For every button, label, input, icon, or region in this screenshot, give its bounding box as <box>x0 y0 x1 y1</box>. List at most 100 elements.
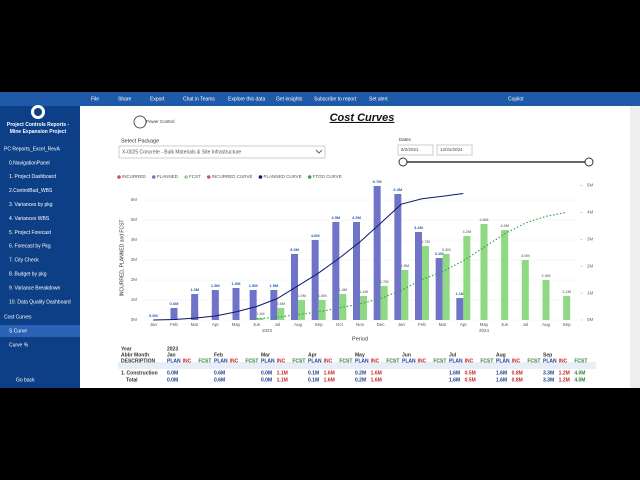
table-cell: 1.1M <box>277 370 288 376</box>
nav-item[interactable]: S Curve <box>9 328 27 334</box>
table-header: FCST <box>198 358 211 364</box>
legend-label[interactable]: PLANNED <box>157 174 179 179</box>
sidebar-section[interactable]: PC Reports_Excel_RevA <box>4 146 61 152</box>
nav-item[interactable]: Curve % <box>9 342 29 348</box>
data-label: 2.0M <box>542 273 552 278</box>
date-start-box[interactable] <box>397 144 434 156</box>
table-header: PLAN <box>402 358 416 364</box>
toolbar-item[interactable]: Get insights <box>276 96 303 102</box>
toolbar-item[interactable]: Explore this data <box>228 96 265 102</box>
go-back[interactable]: Go back <box>16 377 35 383</box>
table-header: INC <box>371 358 380 364</box>
table-header: DESCRIPTION <box>121 358 156 364</box>
legend-label[interactable]: INCURRED CURVE <box>212 174 253 179</box>
bar <box>339 294 347 320</box>
table-cell: 0.0M <box>167 370 178 376</box>
y-tick-label: 2M <box>131 277 138 282</box>
dates-label: Dates <box>399 137 412 142</box>
bar <box>170 308 178 320</box>
toolbar-item[interactable]: Share <box>118 96 132 102</box>
toolbar-item[interactable]: Export <box>150 96 165 102</box>
sidebar-section[interactable]: Cost Curves <box>4 314 32 320</box>
bar <box>463 236 471 320</box>
slider-handle[interactable] <box>398 157 408 167</box>
table-cell: 0.1M <box>308 370 319 376</box>
date-end-box[interactable] <box>436 144 473 156</box>
table-header: INC <box>324 358 333 364</box>
y-tick-label: 1M <box>131 297 138 302</box>
slider-handle[interactable] <box>584 157 594 167</box>
x-tick-label: Apr <box>212 322 220 327</box>
table-cell: 1.6M <box>324 377 335 383</box>
legend-label[interactable]: INCURRED <box>122 174 147 179</box>
legend-label[interactable]: PLANNED CURVE <box>263 174 301 179</box>
package-dropdown[interactable] <box>118 145 326 159</box>
nav-item[interactable]: 4. Variances WBS <box>9 216 50 222</box>
table-header: FCST <box>386 358 399 364</box>
bar <box>442 254 450 320</box>
legend-label[interactable]: FTOD CURVE <box>313 174 342 179</box>
x-tick-label: Mar <box>191 322 199 327</box>
toolbar-item[interactable]: Set alert <box>369 96 388 102</box>
table-row-label: 1. Construction <box>121 370 158 376</box>
nav-item[interactable]: 3. Variances by pkg <box>9 202 53 208</box>
table-header: FCST <box>245 358 258 364</box>
table-header: INC <box>559 358 568 364</box>
nav-item[interactable]: 7. City Check <box>9 258 39 264</box>
table-cell: 4.0M <box>574 377 585 383</box>
table-cell: 1.6M <box>496 377 507 383</box>
y-tick-label: 0M <box>131 317 138 322</box>
y2-tick-label: 1M <box>587 290 594 295</box>
nav-item[interactable]: 6. Forecast by Pkg <box>9 244 51 250</box>
package-value: X-0025 Concrete - Bulk Materials & Site … <box>122 149 241 155</box>
report-logo-text: Power Control <box>146 119 175 124</box>
toolbar-item[interactable]: Chat in Teams <box>183 96 215 102</box>
scrollbar <box>630 106 640 388</box>
data-label: 1.5M <box>249 283 259 288</box>
data-label: 1.3M <box>190 287 200 292</box>
table-header: PLAN <box>261 358 275 364</box>
x-tick-label: Nov <box>356 322 365 327</box>
nav-item[interactable]: 2.ControlBud_WBS <box>9 188 53 194</box>
nav-item[interactable]: 9. Variance Breakdown <box>9 285 61 291</box>
table-header: Jan <box>167 352 176 358</box>
data-label: 0.0M <box>149 313 159 318</box>
bar <box>311 240 319 320</box>
bar <box>211 290 219 320</box>
table-cell: 0.6M <box>214 377 225 383</box>
bar <box>332 222 340 320</box>
toolbar-item[interactable]: Subscribe to report <box>314 96 357 102</box>
nav-item[interactable]: 5. Project Forecast <box>9 230 52 236</box>
year-label: 2024 <box>479 328 490 333</box>
table-header: Aug <box>496 352 506 358</box>
data-label: 1.0M <box>318 293 328 298</box>
table-header: INC <box>418 358 427 364</box>
x-tick-label: Jul <box>522 322 528 327</box>
table-cell: 0.0M <box>261 370 272 376</box>
toolbar-item[interactable]: File <box>91 96 99 102</box>
data-label: 6.3M <box>393 187 403 192</box>
nav-item[interactable]: 8. Budget by pkg <box>9 272 47 278</box>
nav-item[interactable]: 10. Data Quality Dashboard <box>9 299 71 305</box>
data-label: 4.5M <box>500 223 510 228</box>
table-header: Jun <box>402 352 411 358</box>
bar <box>480 224 488 320</box>
table-header: INC <box>512 358 521 364</box>
nav-item[interactable]: 1. Project Dashboard <box>9 174 56 180</box>
table-row-label: Total <box>126 377 138 383</box>
table-cell: 1.6M <box>324 370 335 376</box>
table-cell: 3.3M <box>543 370 554 376</box>
app-logo-inner <box>34 108 42 116</box>
legend-label[interactable]: FCST <box>189 174 201 179</box>
nav-item[interactable]: 0.NavigationPanel <box>9 160 50 166</box>
data-label: 0.6M <box>276 301 286 306</box>
toolbar-item[interactable]: Copilot <box>508 96 524 102</box>
data-label: 3.0M <box>521 253 531 258</box>
bar <box>542 280 550 320</box>
table-cell: 1.6M <box>449 370 460 376</box>
bar <box>422 246 429 320</box>
bar <box>277 308 285 320</box>
bar <box>256 318 264 320</box>
